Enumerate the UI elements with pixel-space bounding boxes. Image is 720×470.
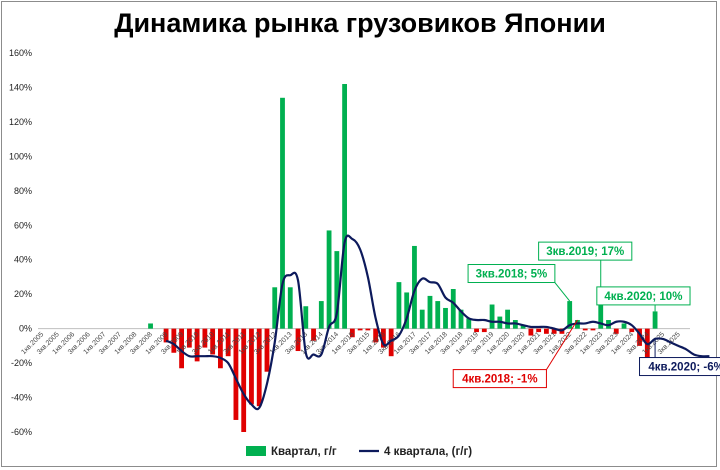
bar [202,328,208,348]
bar [598,299,604,329]
bar [567,301,573,329]
bar [536,328,542,333]
y-tick-label: -60% [11,427,32,437]
bar [295,328,301,352]
bar [458,309,464,329]
annotation-box [596,286,691,306]
bar [256,328,262,407]
bar [334,251,340,329]
bar [264,328,270,372]
annotation-box [639,357,720,377]
y-tick-label: -40% [11,393,32,403]
bar [637,328,642,346]
annotation-leader [554,282,571,302]
bar [311,328,316,341]
bar [194,328,200,362]
bar [528,328,534,336]
y-tick-label: 80% [14,186,32,196]
bar [551,328,557,334]
y-tick-label: 20% [14,289,32,299]
annotation-box [452,369,547,389]
annotation-label: 3кв.2019; 17% [546,246,624,258]
bar [629,328,635,333]
bar [179,328,185,369]
bar [233,328,239,420]
legend-swatch-bars [246,446,266,456]
bar [396,282,402,329]
bar [481,328,487,333]
bar [590,328,596,331]
bar [489,304,495,329]
bar [380,328,386,348]
y-tick-label: 160% [9,48,32,58]
annotation-box [467,264,556,284]
bar [520,325,526,329]
bar [171,328,177,353]
annotation-leader [546,319,578,370]
bar [373,328,379,343]
bar [318,301,324,329]
bar [225,328,231,357]
bar [443,307,448,329]
bar [365,328,371,331]
bar [466,318,472,329]
bar [427,295,433,329]
annotation-label: 4кв.2020; 10% [604,291,682,303]
y-tick-label: 60% [14,220,32,230]
annotation-label: 3кв.2018; 5% [476,269,548,281]
y-tick-label: 120% [9,117,32,127]
y-tick-label: 40% [14,255,32,265]
annotation-label: 4кв.2018; -1% [462,374,537,386]
annotation-box [538,241,633,261]
bar [272,287,278,329]
legend-label-line: 4 квартала, (г/г) [384,446,472,458]
bar [249,328,254,405]
bar [326,230,332,329]
bar [388,328,394,357]
bar [287,287,293,329]
bar [652,311,658,329]
bar [474,328,479,333]
bar [241,328,247,432]
bar [435,301,441,329]
bar [357,328,363,331]
bar [412,245,417,329]
y-tick-label: 100% [9,151,32,161]
y-tick-label: 0% [19,324,32,334]
bar [404,292,410,329]
y-tick-label: -20% [11,358,32,368]
bar [148,323,153,329]
series-line-4-quarters [165,234,710,411]
bar [582,328,588,331]
bar [505,309,511,329]
bar [186,328,192,348]
chart-title: Динамика рынка грузовиков Японии [114,8,606,38]
y-tick-label: 140% [9,82,32,92]
bar [163,328,169,343]
annotation-label: 4кв.2020; -6% [648,362,720,374]
bar [349,328,355,338]
bar [613,328,619,334]
bar [543,328,549,334]
bar [217,328,223,369]
bar [280,97,285,329]
bar [450,289,456,329]
bar [342,84,348,329]
bar [621,323,627,329]
bar [210,328,216,355]
bar [303,306,309,329]
bar [419,309,425,329]
legend-label-bars: Квартал, г/г [271,446,337,458]
